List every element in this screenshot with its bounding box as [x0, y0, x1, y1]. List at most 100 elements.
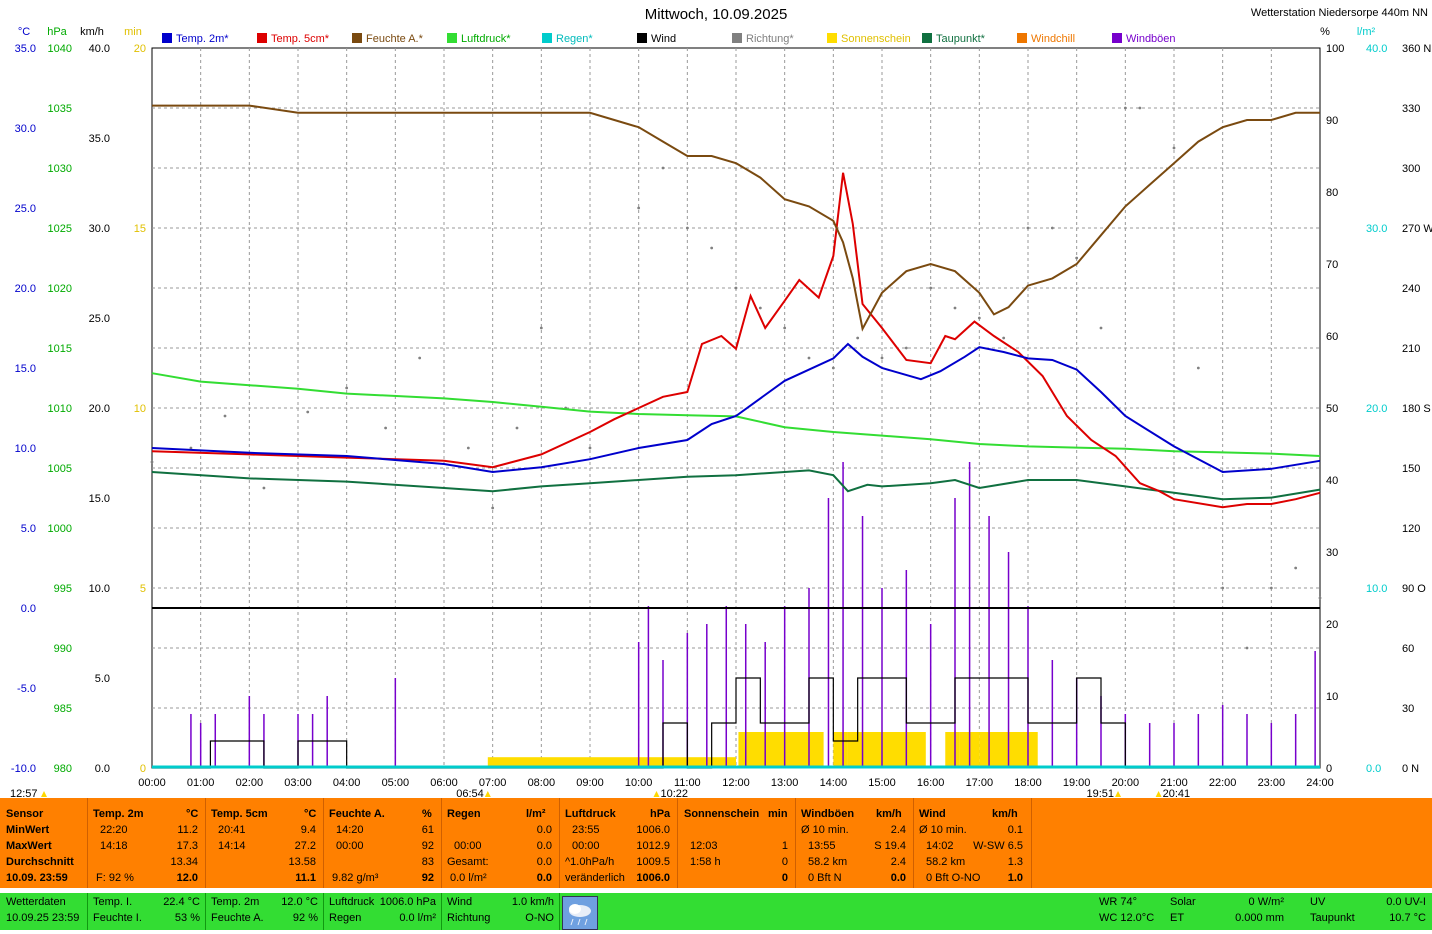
luftdruck-min-time: 23:55 [572, 824, 600, 836]
legend-swatch [1112, 33, 1122, 43]
direction-point [1138, 106, 1142, 110]
left-axis-tick: 1035 [48, 103, 72, 115]
legend-swatch [827, 33, 837, 43]
luftdruck-unit: hPa [650, 808, 671, 820]
direction-point [223, 414, 227, 418]
sunshine-bar [1028, 732, 1038, 768]
sunshine-bar [847, 732, 926, 768]
footer-feuchte-a: 92 % [292, 912, 318, 924]
luftdruck-min: 1006.0 [636, 824, 670, 836]
left-axis-tick: 0.0 [95, 763, 110, 775]
x-axis-tick: 09:00 [576, 777, 604, 789]
regen-avg: 0.0 [536, 856, 552, 868]
left-axis-tick: 980 [54, 763, 72, 775]
boeen-max-time: 13:55 [808, 840, 836, 852]
sunshine-bar [945, 732, 960, 768]
direction-point [807, 356, 811, 360]
footer-feuchte-a-label: Feuchte A. [211, 912, 264, 924]
regen-max: 0.0 [536, 840, 552, 852]
sonne-duration: 1:58 h [690, 856, 721, 868]
luftdruck-title: Luftdruck [565, 808, 616, 820]
boeen-max: S 19.4 [874, 840, 906, 852]
right-axis-tick: 120 [1402, 523, 1420, 535]
legend-label: Windchill [1031, 33, 1075, 45]
wind-extra: 0 Bft O-NO [926, 872, 981, 884]
feuchte-i-label: Feuchte I. [93, 912, 142, 924]
legend-swatch [352, 33, 362, 43]
footer-temp2m: 12.0 °C [281, 896, 318, 908]
legend-label: Luftdruck* [461, 33, 511, 45]
x-axis-tick: 17:00 [966, 777, 994, 789]
direction-point [1269, 586, 1273, 590]
legend-swatch [257, 33, 267, 43]
feuchte-max: 92 [421, 840, 434, 852]
legend-swatch [1017, 33, 1027, 43]
right-axis-tick: 150 [1402, 463, 1420, 475]
direction-point [685, 226, 689, 230]
feuchte-min: 61 [421, 824, 434, 836]
legend-label: Temp. 2m* [176, 33, 229, 45]
sunshine-bar [487, 757, 736, 768]
wind-line [152, 677, 1320, 769]
boeen-min-label: Ø 10 min. [801, 824, 849, 836]
temp2m-min: 11.2 [177, 824, 198, 836]
sonne-avg: 0 [781, 856, 788, 868]
sunrise-time-icon [484, 791, 491, 797]
direction-point [880, 356, 884, 360]
sonne-current: 0 [781, 872, 788, 884]
temp2m-min-time: 22:20 [100, 824, 128, 836]
left-axis-tick: 20.0 [89, 403, 110, 415]
direction-point [661, 166, 665, 170]
regen-unit: l/m² [526, 808, 546, 820]
luftdruck-avg: 1009.5 [636, 856, 670, 868]
wind-title: Wind [919, 808, 946, 820]
direction-point [1002, 336, 1006, 340]
left-axis-tick: 1020 [48, 283, 72, 295]
right-axis-unit: l/m² [1357, 26, 1376, 38]
series-line [151, 172, 1321, 509]
sunshine-bar [833, 732, 848, 768]
legend-swatch [447, 33, 457, 43]
left-axis-tick: 1015 [48, 343, 72, 355]
x-axis-tick: 08:00 [528, 777, 556, 789]
right-axis-tick: 90 [1326, 115, 1338, 127]
left-axis-unit: km/h [80, 26, 104, 38]
left-axis-tick: 35.0 [15, 43, 36, 55]
direction-point [306, 410, 310, 414]
direction-point [953, 306, 957, 310]
uv: 0.0 UV-I [1386, 896, 1426, 908]
sonne-max-time: 12:03 [690, 840, 718, 852]
direction-point [977, 316, 981, 320]
temp2m-extra: F: 92 % [96, 872, 134, 884]
right-axis-tick: 0 N [1402, 763, 1419, 775]
direction-point [856, 336, 860, 340]
wetterdaten-label: Wetterdaten [6, 896, 66, 908]
wind-unit: km/h [992, 808, 1018, 820]
current-row-label: 10.09. 23:59 [6, 872, 68, 884]
right-axis-tick: 270 W [1402, 223, 1432, 235]
left-axis-tick: 20.0 [15, 283, 36, 295]
temp2m-unit: °C [186, 808, 199, 820]
temp2m-avg: 13.34 [170, 856, 198, 868]
right-axis-tick: 180 S [1402, 403, 1431, 415]
regen-current: 0.0 [536, 872, 552, 884]
direction-point [1318, 596, 1322, 600]
moonrise-time: 12:57 [10, 788, 38, 798]
direction-point [1050, 226, 1054, 230]
legend-swatch [162, 33, 172, 43]
x-axis-tick: 13:00 [771, 777, 799, 789]
sonne-unit: min [768, 808, 788, 820]
right-axis-tick: 20 [1326, 619, 1338, 631]
direction-point [1294, 566, 1298, 570]
wind-max-time: 14:02 [926, 840, 954, 852]
footer-wind-label: Wind [447, 896, 473, 908]
temp-i-label: Temp. I. [93, 896, 133, 908]
x-axis-tick: 04:00 [333, 777, 361, 789]
left-axis-unit: hPa [47, 26, 67, 38]
x-axis-tick: 10:00 [625, 777, 653, 789]
x-axis-tick: 21:00 [1160, 777, 1188, 789]
feuchte-extra: 9.82 g/m³ [332, 872, 379, 884]
temp5cm-title: Temp. 5cm [211, 808, 268, 820]
regen-max-time: 00:00 [454, 840, 482, 852]
left-axis-tick: 1030 [48, 163, 72, 175]
